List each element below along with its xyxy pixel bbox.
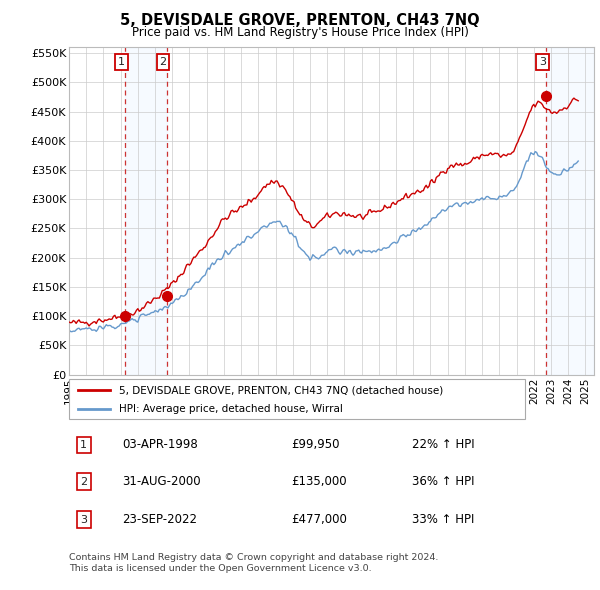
Text: Price paid vs. HM Land Registry's House Price Index (HPI): Price paid vs. HM Land Registry's House … — [131, 26, 469, 39]
Bar — [546, 47, 594, 375]
Text: 3: 3 — [539, 57, 546, 67]
Text: 23-SEP-2022: 23-SEP-2022 — [122, 513, 197, 526]
Text: This data is licensed under the Open Government Licence v3.0.: This data is licensed under the Open Gov… — [69, 564, 371, 573]
Text: 3: 3 — [80, 514, 87, 525]
Text: 1: 1 — [80, 440, 87, 450]
FancyBboxPatch shape — [69, 379, 525, 419]
Text: 2: 2 — [80, 477, 88, 487]
Text: £99,950: £99,950 — [291, 438, 339, 451]
Text: 36% ↑ HPI: 36% ↑ HPI — [412, 475, 475, 488]
Text: £135,000: £135,000 — [291, 475, 346, 488]
Text: £477,000: £477,000 — [291, 513, 347, 526]
Text: 5, DEVISDALE GROVE, PRENTON, CH43 7NQ: 5, DEVISDALE GROVE, PRENTON, CH43 7NQ — [120, 13, 480, 28]
Text: Contains HM Land Registry data © Crown copyright and database right 2024.: Contains HM Land Registry data © Crown c… — [69, 553, 439, 562]
Text: 31-AUG-2000: 31-AUG-2000 — [122, 475, 200, 488]
Text: 03-APR-1998: 03-APR-1998 — [122, 438, 197, 451]
Text: 22% ↑ HPI: 22% ↑ HPI — [412, 438, 475, 451]
Text: 5, DEVISDALE GROVE, PRENTON, CH43 7NQ (detached house): 5, DEVISDALE GROVE, PRENTON, CH43 7NQ (d… — [119, 385, 443, 395]
Text: HPI: Average price, detached house, Wirral: HPI: Average price, detached house, Wirr… — [119, 404, 343, 414]
Text: 2: 2 — [160, 57, 167, 67]
Text: 1: 1 — [118, 57, 125, 67]
Bar — [125, 47, 167, 375]
Text: 33% ↑ HPI: 33% ↑ HPI — [412, 513, 475, 526]
